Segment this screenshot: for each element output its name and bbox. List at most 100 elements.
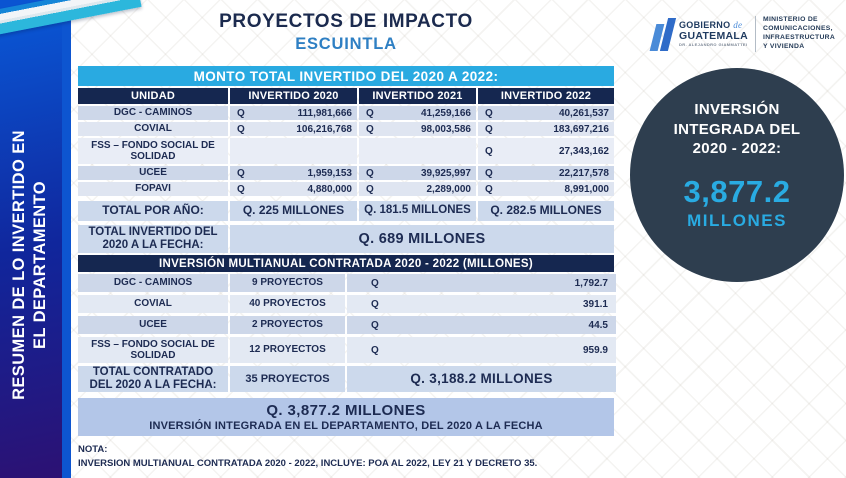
currency-q: Q [371, 298, 379, 310]
table-row: UCEE Q 1,959,153 Q 39,925,997 Q 22,217,578 [78, 166, 614, 180]
amount-value: 1,959,153 [307, 167, 353, 179]
invested-table-title: MONTO TOTAL INVERTIDO DEL 2020 A 2022: [78, 66, 614, 86]
page-header: PROYECTOS DE IMPACTO ESCUINTLA [78, 11, 614, 54]
badge-unit: MILLONES [687, 210, 787, 230]
currency-q: Q [237, 167, 245, 179]
currency-q: Q [237, 183, 245, 195]
ministry-name: MINISTERIO DE COMUNICACIONES, INFRAESTRU… [763, 16, 836, 50]
amount-cell: Q 391.1 [347, 295, 616, 313]
sidebar-title-line2: EL DEPARTAMENTO [30, 181, 49, 349]
amount-value: 183,697,216 [553, 123, 609, 135]
amount-value: 39,925,997 [420, 167, 471, 179]
badge-label: INVERSIÓN INTEGRADA DEL 2020 - 2022: [673, 101, 801, 157]
unit-cell: FSS – FONDO SOCIAL DE SOLIDAD [78, 138, 228, 164]
amount-value: 959.9 [582, 344, 608, 356]
unit-cell: COVIAL [78, 122, 228, 136]
total-investment-badge: INVERSIÓN INTEGRADA DEL 2020 - 2022: 3,8… [630, 68, 844, 282]
amount-value: 106,216,768 [296, 123, 352, 135]
amount-value: 41,259,166 [420, 107, 471, 119]
amount-cell: Q 111,981,666 [230, 106, 357, 120]
amount-value: 111,981,666 [297, 107, 352, 119]
amount-value: 22,217,578 [558, 167, 609, 179]
unit-cell: DGC - CAMINOS [78, 274, 228, 292]
amount-cell: Q 8,991,000 [478, 182, 614, 196]
summary-amount: Q. 3,877.2 MILLONES [266, 402, 426, 419]
currency-q: Q [485, 183, 493, 195]
table-row: COVIAL 40 PROYECTOS Q 391.1 [78, 295, 616, 313]
projects-cell: 12 PROYECTOS [230, 337, 345, 363]
amount-cell: Q 2,289,000 [359, 182, 476, 196]
total-per-year-label: TOTAL POR AÑO: [78, 201, 228, 221]
grand-total-row: TOTAL INVERTIDO DEL 2020 A LA FECHA: Q. … [78, 225, 614, 253]
amount-value: 1,792.7 [574, 277, 608, 289]
amount-value: 98,003,586 [420, 123, 471, 135]
contracted-total-amount: Q. 3,188.2 MILLONES [347, 366, 616, 392]
amount-cell: Q 4,880,000 [230, 182, 357, 196]
flag-bars-icon [649, 17, 677, 51]
unit-cell: UCEE [78, 316, 228, 334]
amount-cell: Q 959.9 [347, 337, 616, 363]
total-per-year-row: TOTAL POR AÑO: Q. 225 MILLONES Q. 181.5 … [78, 201, 614, 221]
table-row: FOPAVI Q 4,880,000 Q 2,289,000 Q 8,991,000 [78, 182, 614, 196]
amount-cell-empty [359, 138, 476, 164]
currency-q: Q [366, 183, 374, 195]
unit-cell: DGC - CAMINOS [78, 106, 228, 120]
currency-q: Q [366, 167, 374, 179]
amount-cell: Q 1,792.7 [347, 274, 616, 292]
currency-q: Q [366, 123, 374, 135]
amount-cell: Q 27,343,162 [478, 138, 614, 164]
amount-cell: Q 41,259,166 [359, 106, 476, 120]
currency-q: Q [366, 107, 374, 119]
logo-divider [755, 16, 756, 52]
amount-value: 44.5 [588, 319, 608, 331]
amount-cell-empty [230, 138, 357, 164]
page-title: PROYECTOS DE IMPACTO [219, 11, 473, 32]
column-header-2020: INVERTIDO 2020 [230, 88, 357, 104]
column-header-unidad: UNIDAD [78, 88, 228, 104]
column-header-2022: INVERTIDO 2022 [478, 88, 614, 104]
amount-value: 27,343,162 [558, 145, 609, 157]
contracted-table-title: INVERSIÓN MULTIANUAL CONTRATADA 2020 - 2… [78, 255, 614, 272]
currency-q: Q [485, 107, 493, 119]
sidebar-bar: RESUMEN DE LO INVERTIDO EN EL DEPARTAMEN… [0, 0, 62, 478]
currency-q: Q [485, 123, 493, 135]
total-2020: Q. 225 MILLONES [230, 201, 357, 221]
table-row: FSS – FONDO SOCIAL DE SOLIDAD Q 27,343,16… [78, 138, 614, 164]
table-row: DGC - CAMINOS 9 PROYECTOS Q 1,792.7 [78, 274, 616, 292]
flag-bar-icon [659, 18, 677, 51]
table-row: COVIAL Q 106,216,768 Q 98,003,586 Q 183,697… [78, 122, 614, 136]
amount-cell: Q 22,217,578 [478, 166, 614, 180]
contracted-total-projects: 35 PROYECTOS [230, 366, 345, 392]
investment-tables: MONTO TOTAL INVERTIDO DEL 2020 A 2022: U… [78, 66, 616, 471]
footnote-text: INVERSION MULTIANUAL CONTRATADA 2020 - 2… [78, 457, 538, 469]
page-subtitle: ESCUINTLA [295, 35, 397, 53]
contracted-total-label: TOTAL CONTRATADO DEL 2020 A LA FECHA: [78, 366, 228, 392]
total-2021: Q. 181.5 MILLONES [359, 201, 476, 221]
amount-cell: Q 40,261,537 [478, 106, 614, 120]
amount-value: 4,880,000 [307, 183, 353, 195]
amount-cell: Q 98,003,586 [359, 122, 476, 136]
total-2022: Q. 282.5 MILLONES [478, 201, 614, 221]
brand-guatemala: GUATEMALA [679, 29, 748, 42]
summary-caption: INVERSIÓN INTEGRADA EN EL DEPARTAMENTO, … [149, 420, 543, 432]
sidebar-title: RESUMEN DE LO INVERTIDO EN EL DEPARTAMEN… [9, 45, 53, 478]
brand-subtitle: DR. ALEJANDRO GIAMMATTEI [679, 42, 748, 48]
amount-value: 2,289,000 [426, 183, 472, 195]
currency-q: Q [371, 277, 379, 289]
currency-q: Q [485, 167, 493, 179]
brand-de: de [733, 19, 743, 30]
currency-q: Q [371, 344, 379, 356]
projects-cell: 9 PROYECTOS [230, 274, 345, 292]
sidebar-title-line1: RESUMEN DE LO INVERTIDO EN [10, 130, 28, 400]
unit-cell: FOPAVI [78, 182, 228, 196]
column-header-2021: INVERTIDO 2021 [359, 88, 476, 104]
contracted-total-row: TOTAL CONTRATADO DEL 2020 A LA FECHA: 35… [78, 366, 616, 392]
currency-q: Q [237, 107, 245, 119]
footnote-label: NOTA: [78, 444, 108, 455]
grand-total-value: Q. 689 MILLONES [230, 225, 614, 253]
government-logo: GOBIERNO de GUATEMALA DR. ALEJANDRO GIAM… [649, 10, 836, 58]
currency-q: Q [371, 319, 379, 331]
currency-q: Q [485, 145, 493, 157]
grand-total-label: TOTAL INVERTIDO DEL 2020 A LA FECHA: [78, 225, 228, 253]
footnote: NOTA: INVERSION MULTIANUAL CONTRATADA 20… [78, 443, 614, 471]
